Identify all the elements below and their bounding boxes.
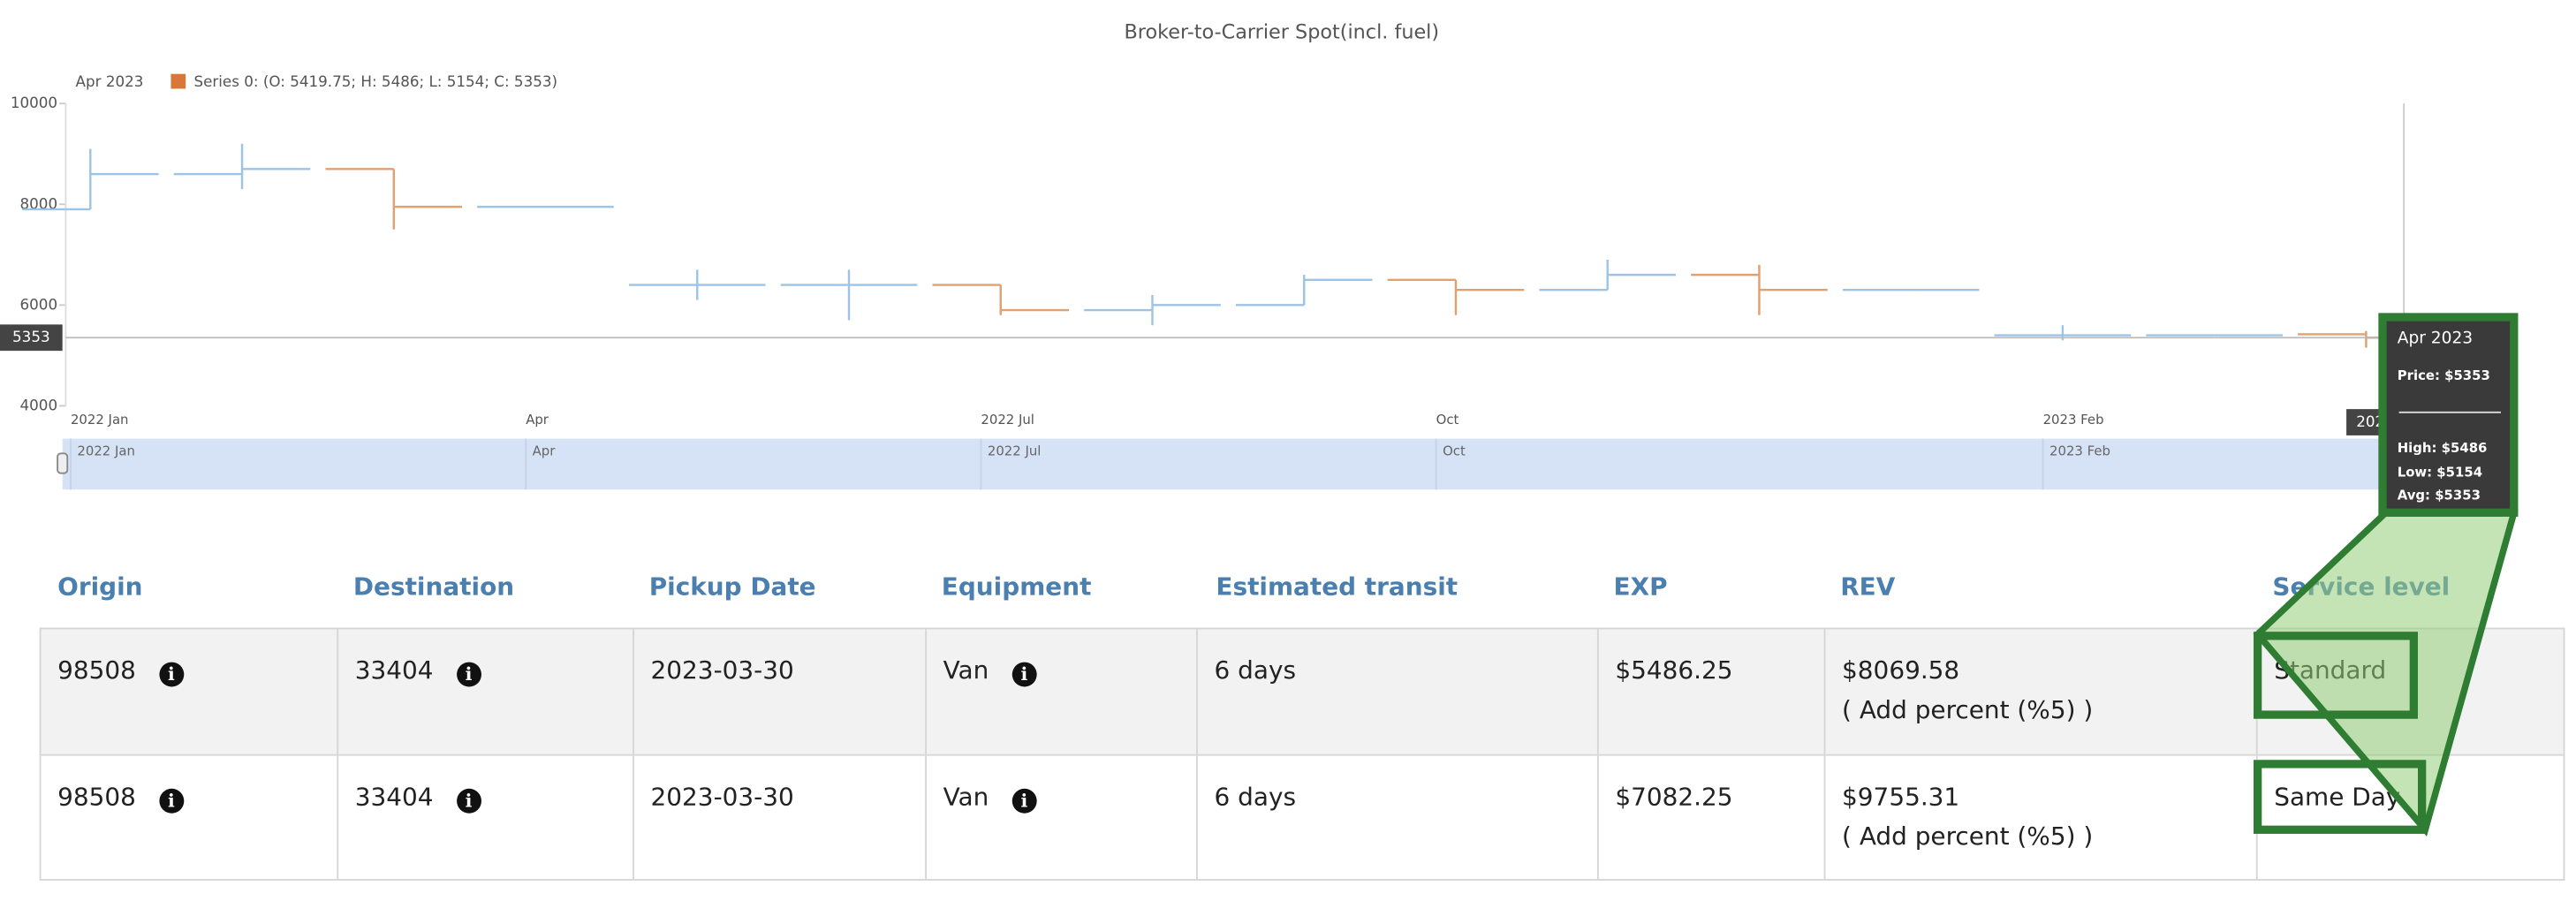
- cell-text: $9755.31: [1842, 782, 1960, 812]
- table-cell: 33404 i: [337, 629, 633, 756]
- x-tick-label: 2022 Jan: [71, 412, 129, 428]
- table-cell: $9755.31 ( Add percent (%5) ): [1823, 755, 2256, 880]
- cell-text: 2023-03-30: [650, 655, 794, 685]
- cell-text: $8069.58: [1842, 655, 1960, 685]
- navigator-label: 2023 Feb: [2049, 443, 2110, 459]
- navigator-handle[interactable]: [57, 452, 69, 474]
- column-header: EXP: [1613, 572, 1668, 602]
- chart: Broker-to-Carrier Spot(incl. fuel) Apr 2…: [0, 21, 2459, 490]
- cell-text: 6 days: [1214, 782, 1297, 812]
- cell-text: 98508: [57, 655, 136, 685]
- info-icon[interactable]: i: [1011, 662, 1037, 687]
- x-tick-label: Oct: [1436, 412, 1459, 428]
- cell-text: $5486.25: [1615, 655, 1733, 685]
- crosshair-label-bg: [0, 324, 63, 352]
- table-cell: Same Day: [2255, 755, 2564, 880]
- info-icon[interactable]: i: [158, 788, 184, 814]
- cell-text: 33404: [354, 655, 434, 685]
- table-cell: $7082.25: [1596, 755, 1824, 880]
- column-header: Origin: [57, 572, 143, 602]
- x-tick-label: 2023 Feb: [2043, 412, 2104, 428]
- table-cell: 6 days: [1196, 629, 1597, 756]
- navigator-label: Apr: [533, 443, 557, 459]
- cell-text: 98508: [57, 782, 136, 812]
- table-cell: 33404 i: [337, 755, 633, 880]
- rev-note: ( Add percent (%5) ): [1842, 694, 2094, 725]
- cell-text: $7082.25: [1615, 782, 1733, 812]
- y-tick-label: 10000: [11, 94, 57, 111]
- navigator-label: 2022 Jul: [988, 443, 1042, 459]
- column-header: REV: [1840, 572, 1896, 602]
- rev-note: ( Add percent (%5) ): [1842, 822, 2094, 852]
- table-row: 98508 i 33404 i 2023-03-30 Van i 6 days $7082.25…: [39, 753, 2565, 881]
- navigator-label: Oct: [1443, 443, 1466, 459]
- table-cell: 98508 i: [39, 629, 337, 756]
- x-tick-label: Apr: [526, 412, 549, 428]
- column-header: Destination: [352, 572, 515, 602]
- cell-text: Van: [943, 655, 989, 685]
- table-row: 98508 i 33404 i 2023-03-30 Van i 6 days $5486.25…: [39, 627, 2565, 756]
- column-header: Estimated transit: [1216, 572, 1458, 602]
- legend-swatch: [170, 73, 186, 89]
- column-header: Pickup Date: [648, 572, 816, 602]
- column-header: Service level: [2272, 572, 2451, 602]
- table-cell: 6 days: [1196, 755, 1597, 880]
- y-tick-label: 4000: [20, 396, 58, 413]
- info-icon[interactable]: i: [456, 662, 481, 687]
- table-cell: Van i: [925, 755, 1196, 880]
- table-cell: $8069.58 ( Add percent (%5) ): [1823, 629, 2256, 756]
- table-cell: $5486.25: [1596, 629, 1824, 756]
- info-icon[interactable]: i: [158, 662, 184, 687]
- x-tick-label: 2022 Jul: [981, 412, 1034, 428]
- table-cell: Standard: [2255, 629, 2564, 756]
- crosshair-x-label: 2023 Apr 1: [2356, 413, 2438, 430]
- table-cell: Van i: [925, 629, 1196, 756]
- table-cell: 2023-03-30: [633, 755, 925, 880]
- cell-text: Standard: [2274, 655, 2387, 685]
- cell-text: 2023-03-30: [650, 782, 794, 812]
- column-header: Equipment: [941, 572, 1092, 602]
- navigator: [62, 438, 2403, 490]
- y-tick-label: 6000: [20, 295, 58, 313]
- table-cell: 98508 i: [39, 755, 337, 880]
- cell-text: 6 days: [1214, 655, 1297, 685]
- legend-date: Apr 2023: [76, 72, 144, 90]
- info-icon[interactable]: i: [1011, 788, 1037, 814]
- navigator-label: 2022 Jan: [77, 443, 135, 459]
- cell-text: 33404: [354, 782, 434, 812]
- crosshair-label: 5353: [12, 328, 50, 345]
- cell-text: Van: [943, 782, 989, 812]
- table-cell: 2023-03-30: [633, 629, 925, 756]
- y-tick-label: 8000: [20, 194, 58, 212]
- info-icon[interactable]: i: [456, 788, 481, 814]
- chart-title: Broker-to-Carrier Spot(incl. fuel): [1124, 21, 1439, 44]
- cell-text: Same Day: [2274, 782, 2401, 812]
- legend-label: Series 0: (O: 5419.75; H: 5486; L: 5154;…: [193, 72, 557, 90]
